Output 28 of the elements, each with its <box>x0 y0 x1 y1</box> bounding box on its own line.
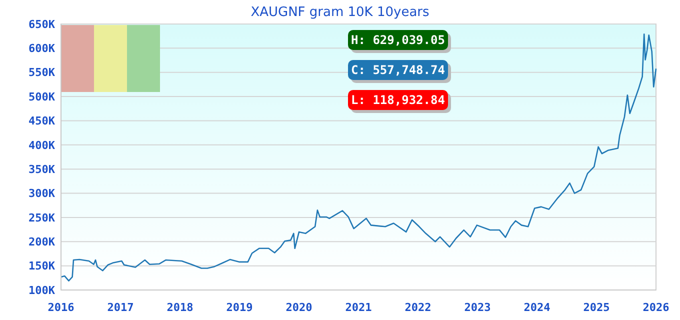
annotation: H: 629,039.05 <box>351 33 445 47</box>
x-tick-label: 2026 <box>642 301 670 314</box>
annotation: L: 118,932.84 <box>351 93 445 107</box>
y-tick-label: 300K <box>28 187 56 200</box>
y-tick-label: 350K <box>28 162 56 176</box>
x-tick-label: 2021 <box>345 301 372 314</box>
x-tick-label: 2023 <box>464 301 491 314</box>
y-tick-label: 500K <box>28 90 56 104</box>
y-tick-label: 650K <box>28 18 56 31</box>
x-tick-label: 2016 <box>48 301 75 314</box>
y-tick-label: 200K <box>28 235 56 248</box>
chart-title: XAUGNF gram 10K 10years <box>250 5 430 20</box>
y-tick-label: 450K <box>28 114 56 128</box>
annotation: C: 557,748.74 <box>351 63 445 77</box>
x-tick-label: 2019 <box>226 301 253 314</box>
x-tick-label: 2025 <box>583 301 610 314</box>
x-tick-label: 2022 <box>404 301 432 314</box>
y-tick-label: 550K <box>28 66 56 80</box>
y-tick-label: 400K <box>28 138 56 152</box>
y-tick-label: 250K <box>28 211 56 224</box>
y-tick-label: 600K <box>28 42 56 56</box>
x-tick-label: 2017 <box>107 301 134 314</box>
x-tick-label: 2018 <box>166 301 194 314</box>
y-tick-label: 150K <box>28 260 56 273</box>
x-tick-label: 2020 <box>286 301 312 314</box>
y-tick-label: 100K <box>28 284 56 297</box>
x-tick-label: 2024 <box>524 301 551 314</box>
line-series <box>60 33 657 282</box>
